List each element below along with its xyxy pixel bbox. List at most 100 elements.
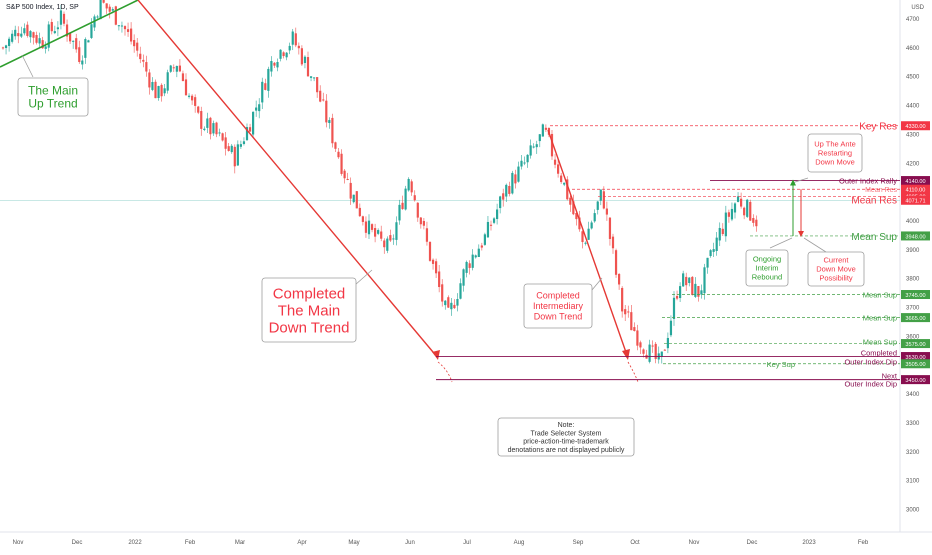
candle-body xyxy=(733,203,737,213)
candle-body xyxy=(715,237,718,252)
main-up-trend-callout-text: The Main xyxy=(28,84,78,98)
currency-label: USD xyxy=(911,5,924,11)
intermediary-callout-text: Completed xyxy=(536,291,580,301)
up-trend-pointer xyxy=(21,54,34,78)
y-tick-label: 3700 xyxy=(906,306,920,312)
candle-body xyxy=(361,216,364,222)
candle-body xyxy=(663,349,666,351)
candle-body xyxy=(407,178,410,191)
candle-body xyxy=(749,201,752,221)
candle-body xyxy=(313,77,316,79)
candle-body xyxy=(212,123,215,134)
candle-body xyxy=(486,221,490,238)
x-tick-label: 2023 xyxy=(802,540,816,546)
projection-dip-2 xyxy=(627,361,639,383)
candle-body xyxy=(331,117,334,144)
candle-body xyxy=(618,274,621,285)
interim-callout-text: Rebound xyxy=(752,273,782,282)
price-tag-text: 4110.00 xyxy=(906,188,926,194)
candle-body xyxy=(694,283,697,297)
intermediary-down-trend-line xyxy=(547,129,629,359)
candle-body xyxy=(78,47,81,62)
x-tick-label: Aug xyxy=(514,540,525,546)
price-tag-text: 3745.00 xyxy=(905,293,925,299)
interim-callout-text: Ongoing xyxy=(753,255,781,264)
candle-body xyxy=(651,345,654,347)
candle-body xyxy=(614,250,618,275)
candle-body xyxy=(462,269,465,286)
candle-body xyxy=(35,34,38,43)
main-down-arrowhead xyxy=(432,350,440,360)
mean-sup-label: Mean Sup xyxy=(863,314,897,323)
candle-body xyxy=(282,52,285,57)
candle-body xyxy=(514,174,517,184)
candle-body xyxy=(425,228,429,242)
candle-body xyxy=(675,296,679,299)
chart-title: S&P 500 Index, 1D, SP xyxy=(6,4,79,11)
candle-body xyxy=(255,107,258,111)
candle-body xyxy=(14,29,17,37)
candle-body xyxy=(322,99,325,101)
candle-body xyxy=(245,127,249,141)
candle-body xyxy=(453,304,456,309)
candle-body xyxy=(120,25,124,27)
candle-body xyxy=(529,145,532,156)
candle-body xyxy=(727,212,730,217)
candle-body xyxy=(23,28,26,34)
candle-body xyxy=(370,224,374,230)
candle-body xyxy=(291,31,294,45)
candle-body xyxy=(62,13,66,24)
candle-body xyxy=(541,124,544,137)
note-callout-text: denotations are not displayed publicly xyxy=(508,447,625,454)
candle-body xyxy=(38,38,41,44)
candle-body xyxy=(508,185,511,194)
candle-body xyxy=(578,217,581,230)
candle-body xyxy=(75,38,78,50)
candle-body xyxy=(142,59,145,62)
x-tick-label: Jul xyxy=(463,540,471,546)
candle-body xyxy=(233,146,236,167)
candle-body xyxy=(200,111,203,129)
candle-body xyxy=(410,181,413,193)
down-trend-pointer xyxy=(354,269,373,286)
candle-body xyxy=(242,141,246,144)
candle-body xyxy=(465,261,468,273)
candle-body xyxy=(492,218,496,223)
candle-body xyxy=(404,188,407,210)
candle-body xyxy=(221,133,224,141)
candle-body xyxy=(520,160,523,167)
main-up-trend-callout-text: Up Trend xyxy=(28,97,77,111)
price-tag-text: 4140.00 xyxy=(905,179,925,185)
mean-sup-label: Mean Sup xyxy=(863,338,897,347)
candle-body xyxy=(474,255,477,258)
candle-body xyxy=(709,250,712,257)
note-callout-box xyxy=(497,417,635,457)
candle-body xyxy=(50,21,53,32)
price-tag-text: 3530.00 xyxy=(905,355,925,361)
main-up-trend-line xyxy=(0,0,139,68)
candle-body xyxy=(352,194,355,203)
candle-body xyxy=(139,53,142,60)
candle-body xyxy=(499,196,502,209)
candle-body xyxy=(175,65,178,72)
main-up-trend-callout-box xyxy=(17,77,89,117)
up-ante-callout-text: Down Move xyxy=(815,158,855,167)
candle-body xyxy=(627,311,630,313)
candle-body xyxy=(602,191,605,209)
candle-body xyxy=(206,118,209,128)
candle-body xyxy=(184,79,188,96)
candle-body xyxy=(178,65,181,72)
down-possibility-callout-box xyxy=(807,251,865,287)
candle-body xyxy=(203,128,206,130)
candle-body xyxy=(389,235,392,241)
candle-body xyxy=(99,0,102,20)
price-tag-bg xyxy=(901,121,930,131)
candle-body xyxy=(29,31,32,38)
candle-body xyxy=(72,40,75,42)
y-tick-label: 4300 xyxy=(906,132,920,138)
